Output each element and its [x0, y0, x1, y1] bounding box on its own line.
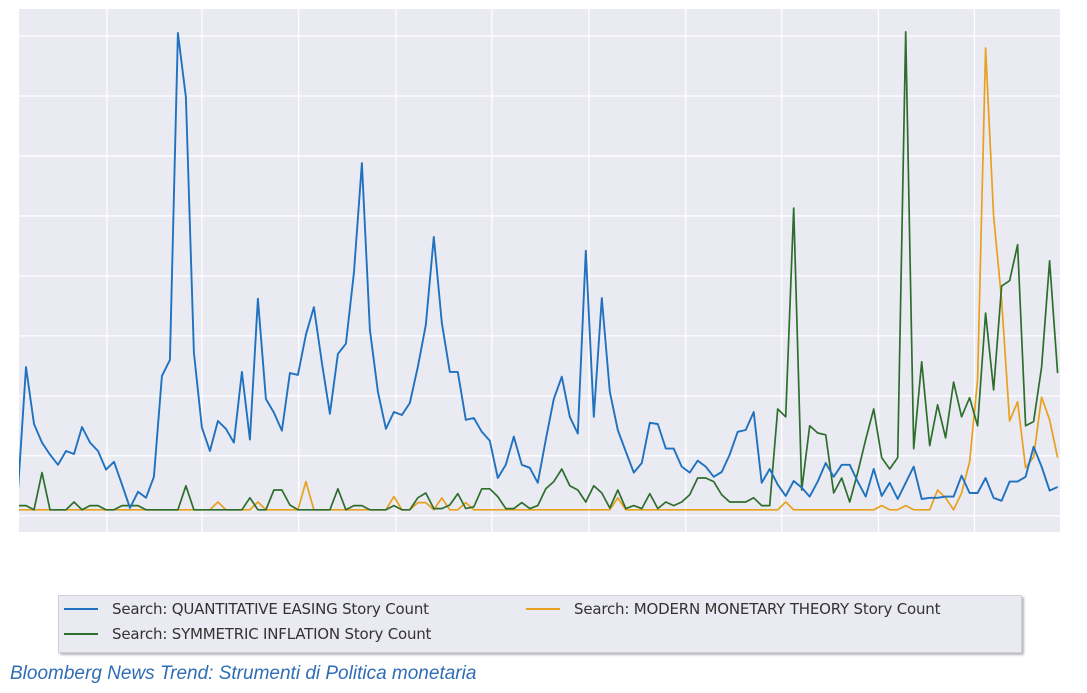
- legend-item-modern-monetary-theory: Search: MODERN MONETARY THEORY Story Cou…: [526, 600, 941, 618]
- gridlines: [19, 9, 1060, 532]
- legend-label: Search: QUANTITATIVE EASING Story Count: [112, 600, 429, 618]
- legend-label: Search: SYMMETRIC INFLATION Story Count: [112, 625, 432, 643]
- line-chart: [19, 9, 1060, 532]
- series-line-symmetric-inflation: [19, 30, 1059, 511]
- legend-swatch-orange: [526, 608, 560, 610]
- series-line-modern-monetary-theory: [19, 47, 1059, 511]
- legend-item-quantitative-easing: Search: QUANTITATIVE EASING Story Count: [64, 600, 429, 618]
- series-lines: [19, 30, 1059, 511]
- series-line-quantitative-easing: [19, 32, 1058, 509]
- legend-swatch-green: [64, 633, 98, 635]
- legend-label: Search: MODERN MONETARY THEORY Story Cou…: [574, 600, 941, 618]
- legend: Search: QUANTITATIVE EASING Story Count …: [58, 595, 1022, 653]
- legend-swatch-blue: [64, 608, 98, 610]
- chart-caption: Bloomberg News Trend: Strumenti di Polit…: [10, 663, 477, 684]
- legend-item-symmetric-inflation: Search: SYMMETRIC INFLATION Story Count: [64, 625, 431, 643]
